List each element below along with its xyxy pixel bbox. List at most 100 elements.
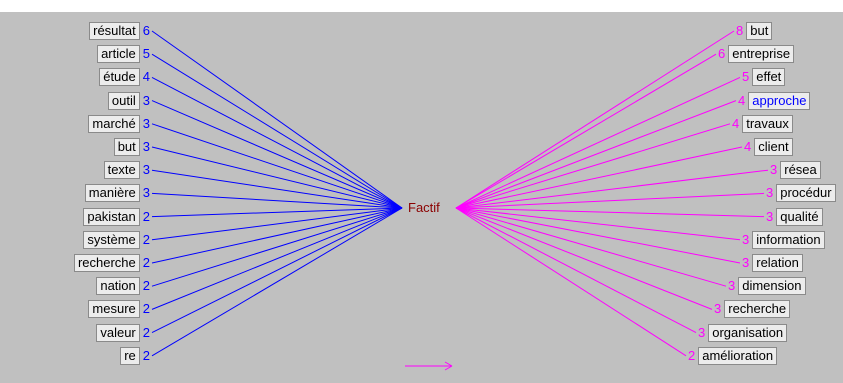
right-node[interactable]: 2 amélioration bbox=[688, 346, 778, 365]
right-node[interactable]: 3 qualité bbox=[766, 207, 823, 226]
right-node-word: travaux bbox=[742, 114, 793, 133]
left-node[interactable]: manière 3 bbox=[84, 184, 150, 203]
right-node[interactable]: 3 recherche bbox=[714, 300, 791, 319]
right-node[interactable]: 4 approche bbox=[738, 91, 811, 110]
left-node[interactable]: outil 3 bbox=[107, 91, 150, 110]
left-node-word: recherche bbox=[73, 254, 140, 272]
right-edge-line bbox=[455, 146, 743, 209]
left-edge-line bbox=[151, 123, 403, 209]
right-node-count: 6 bbox=[718, 46, 726, 62]
left-node-word: but bbox=[113, 138, 140, 156]
left-node-word: nation bbox=[96, 277, 140, 296]
left-node[interactable]: pakistan 2 bbox=[83, 207, 150, 226]
right-node-count: 3 bbox=[742, 231, 750, 247]
left-edge-line bbox=[151, 53, 403, 209]
right-node[interactable]: 3 information bbox=[742, 230, 825, 249]
left-node-count: 2 bbox=[142, 347, 150, 363]
left-node[interactable]: texte 3 bbox=[103, 161, 150, 180]
right-node[interactable]: 8 but bbox=[736, 22, 773, 40]
left-node-count: 3 bbox=[142, 139, 150, 154]
right-node-word: client bbox=[754, 138, 793, 156]
left-edge-line bbox=[151, 192, 403, 209]
left-node[interactable]: recherche 2 bbox=[73, 254, 150, 272]
right-node[interactable]: 3 procédur bbox=[766, 184, 836, 203]
right-node-count: 3 bbox=[766, 208, 774, 224]
right-node-word: procédur bbox=[776, 184, 836, 203]
left-edge-line bbox=[151, 76, 403, 209]
legend-arrow-head-top bbox=[444, 361, 453, 367]
left-node-count: 6 bbox=[142, 23, 150, 38]
left-node-count: 5 bbox=[142, 46, 150, 62]
left-node[interactable]: marché 3 bbox=[88, 114, 150, 133]
left-node-word: résultat bbox=[89, 22, 140, 40]
left-node-word: étude bbox=[99, 68, 140, 87]
right-node-count: 8 bbox=[736, 23, 744, 38]
right-node[interactable]: 4 travaux bbox=[732, 114, 793, 133]
right-node[interactable]: 5 effet bbox=[742, 68, 786, 87]
left-node[interactable]: re 2 bbox=[120, 346, 150, 365]
right-node-count: 4 bbox=[732, 115, 740, 131]
left-edge-line bbox=[151, 207, 403, 287]
right-edge-line bbox=[455, 30, 735, 209]
right-node-count: 3 bbox=[714, 301, 722, 317]
left-node-word: valeur bbox=[96, 323, 140, 342]
left-node-word: texte bbox=[103, 161, 140, 180]
right-node-word: but bbox=[746, 22, 773, 40]
right-edge-line bbox=[455, 207, 687, 357]
right-node-word: résea bbox=[780, 161, 821, 180]
left-node[interactable]: étude 4 bbox=[99, 68, 150, 87]
left-node-count: 2 bbox=[142, 278, 150, 294]
left-edge-line bbox=[151, 207, 403, 218]
left-node[interactable]: valeur 2 bbox=[96, 323, 150, 342]
left-edge-line bbox=[151, 30, 403, 209]
right-node[interactable]: 4 client bbox=[744, 138, 793, 156]
left-node-count: 3 bbox=[142, 115, 150, 131]
right-edge-line bbox=[455, 207, 727, 287]
legend-arrow-head-bottom bbox=[444, 365, 453, 371]
right-node-count: 2 bbox=[688, 347, 696, 363]
left-node[interactable]: article 5 bbox=[97, 45, 150, 64]
right-node-word: dimension bbox=[738, 277, 806, 296]
right-node[interactable]: 3 organisation bbox=[698, 323, 788, 342]
right-edge-line bbox=[455, 207, 741, 264]
left-node-word: mesure bbox=[88, 300, 140, 319]
left-node-word: marché bbox=[88, 114, 140, 133]
left-edge-line bbox=[151, 169, 403, 209]
right-edge-line bbox=[455, 207, 741, 241]
left-edge-line bbox=[151, 207, 403, 334]
left-node-word: pakistan bbox=[83, 207, 140, 226]
left-edge-line bbox=[151, 146, 403, 209]
left-node[interactable]: but 3 bbox=[113, 138, 150, 156]
right-node[interactable]: 6 entreprise bbox=[718, 45, 795, 64]
right-node-word: approche bbox=[748, 91, 811, 110]
right-node-count: 3 bbox=[728, 278, 736, 294]
right-edge-line bbox=[455, 76, 741, 209]
left-node-word: re bbox=[120, 346, 140, 365]
left-node[interactable]: système 2 bbox=[83, 230, 150, 249]
left-node-count: 3 bbox=[142, 162, 150, 178]
center-node-label[interactable]: Factif bbox=[408, 200, 440, 215]
left-node[interactable]: nation 2 bbox=[96, 277, 150, 296]
right-node-count: 3 bbox=[698, 324, 706, 340]
left-node[interactable]: mesure 2 bbox=[88, 300, 150, 319]
right-edge-line bbox=[455, 192, 765, 209]
left-edge-line bbox=[151, 207, 403, 357]
right-node[interactable]: 3 résea bbox=[770, 161, 821, 180]
left-edge-line bbox=[151, 100, 403, 209]
right-node-word: qualité bbox=[776, 207, 823, 226]
left-node-count: 3 bbox=[142, 185, 150, 201]
right-node-word: recherche bbox=[724, 300, 791, 319]
right-edge-line bbox=[455, 207, 697, 334]
right-node-word: entreprise bbox=[728, 45, 795, 64]
right-node[interactable]: 3 dimension bbox=[728, 277, 806, 296]
right-edge-line bbox=[455, 207, 765, 218]
right-node-word: relation bbox=[752, 254, 803, 272]
right-node-count: 5 bbox=[742, 69, 750, 85]
right-node-word: amélioration bbox=[698, 346, 778, 365]
left-node-word: manière bbox=[84, 184, 140, 203]
right-edge-line bbox=[455, 169, 769, 209]
left-node[interactable]: résultat 6 bbox=[89, 22, 150, 40]
right-edge-line bbox=[455, 123, 731, 209]
right-node-count: 3 bbox=[770, 162, 778, 178]
right-node[interactable]: 3 relation bbox=[742, 254, 803, 272]
